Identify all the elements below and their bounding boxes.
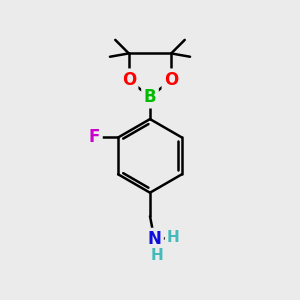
Text: O: O (122, 71, 136, 89)
Text: F: F (89, 128, 100, 146)
Text: O: O (164, 71, 178, 89)
Text: H: H (166, 230, 179, 245)
Text: B: B (144, 88, 156, 106)
Text: N: N (148, 230, 161, 248)
Text: H: H (151, 248, 164, 263)
